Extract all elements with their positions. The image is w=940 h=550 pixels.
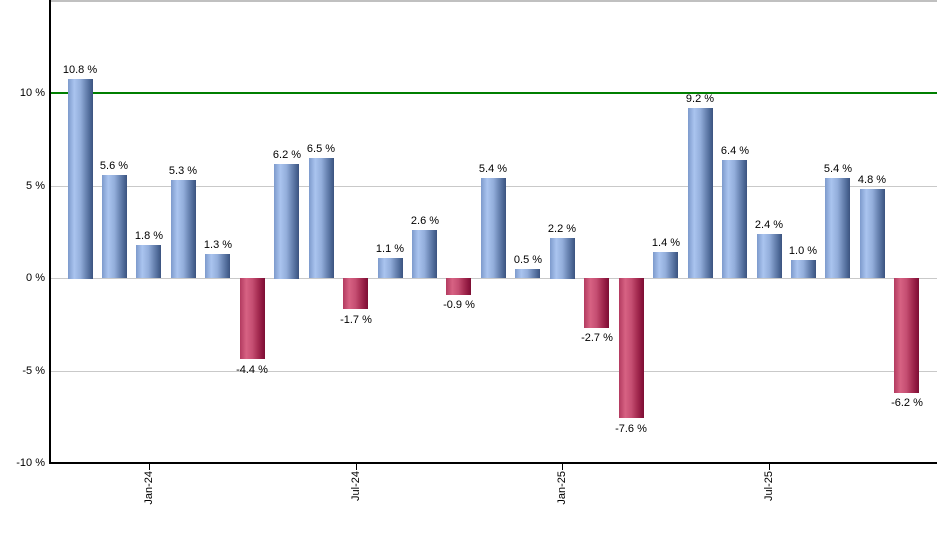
bar-value-label: 2.2 % — [547, 223, 577, 235]
bar — [171, 180, 196, 278]
bar-value-label: 1.0 % — [788, 245, 818, 257]
chart-frame-top-border — [50, 0, 937, 2]
x-axis-tick — [356, 464, 357, 470]
bar — [825, 178, 850, 278]
reference-line-10pct — [50, 92, 937, 94]
bar-value-label: 2.6 % — [410, 215, 440, 227]
x-axis-tick-label: Jul-25 — [763, 471, 775, 501]
bar-value-label: -6.2 % — [891, 397, 923, 409]
bar — [412, 230, 437, 278]
bar-value-label: 6.2 % — [272, 149, 302, 161]
bar-value-label: -1.7 % — [340, 314, 372, 326]
bar — [136, 245, 161, 278]
bar-value-label: 6.4 % — [720, 145, 750, 157]
bar-value-label: 1.1 % — [375, 243, 405, 255]
bar-value-label: 5.6 % — [99, 160, 129, 172]
bar — [378, 258, 403, 278]
bar-value-label: 10.8 % — [62, 64, 98, 76]
bar — [240, 278, 265, 359]
bar — [515, 269, 540, 278]
y-axis-tick-label: 10 % — [19, 87, 45, 99]
bar — [205, 254, 230, 278]
y-axis-line — [49, 0, 51, 464]
x-axis-tick-label: Jan-25 — [556, 471, 568, 505]
bar-value-label: 4.8 % — [857, 174, 887, 186]
bar — [722, 160, 747, 278]
bar — [343, 278, 368, 309]
bar-value-label: 5.4 % — [478, 163, 508, 175]
bar-value-label: 1.8 % — [134, 230, 164, 242]
y-gridline — [50, 371, 937, 372]
bar — [102, 175, 127, 278]
bar-value-label: 9.2 % — [685, 93, 715, 105]
bar — [309, 158, 334, 278]
bar-value-label: 1.3 % — [203, 239, 233, 251]
y-axis-tick-label: 5 % — [26, 180, 45, 192]
bar — [894, 278, 919, 393]
bar-value-label: -4.4 % — [236, 364, 268, 376]
y-axis-tick-label: -5 % — [22, 365, 45, 377]
bar — [550, 238, 575, 279]
bar-value-label: -0.9 % — [443, 299, 475, 311]
x-axis-tick-label: Jan-24 — [143, 471, 155, 505]
x-axis-tick — [562, 464, 563, 470]
bar-value-label: 6.5 % — [306, 143, 336, 155]
x-axis-tick — [149, 464, 150, 470]
bar-value-label: -7.6 % — [615, 423, 647, 435]
y-axis-tick-label: 0 % — [26, 272, 45, 284]
bar — [446, 278, 471, 295]
y-gridline — [50, 278, 937, 279]
x-axis-tick — [769, 464, 770, 470]
bar-value-label: 5.3 % — [168, 165, 198, 177]
bar — [757, 234, 782, 278]
x-axis-line — [49, 462, 937, 464]
bar — [274, 164, 299, 279]
bar — [619, 278, 644, 418]
bar — [68, 79, 93, 279]
bar — [860, 189, 885, 278]
bar-value-label: 0.5 % — [513, 254, 543, 266]
bar — [481, 178, 506, 278]
x-axis-tick-label: Jul-24 — [350, 471, 362, 501]
y-axis-tick-label: -10 % — [16, 457, 45, 469]
bar-value-label: -2.7 % — [581, 332, 613, 344]
bar — [653, 252, 678, 278]
bar — [584, 278, 609, 328]
bar — [791, 260, 816, 278]
bar-value-label: 5.4 % — [823, 163, 853, 175]
bar-value-label: 1.4 % — [651, 237, 681, 249]
bar-value-label: 2.4 % — [754, 219, 784, 231]
bar — [688, 108, 713, 278]
